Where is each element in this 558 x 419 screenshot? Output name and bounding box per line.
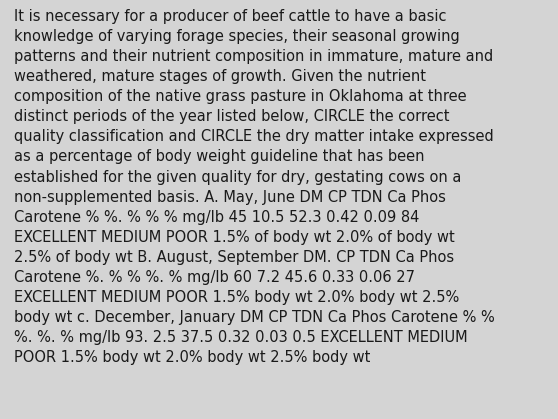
Text: It is necessary for a producer of beef cattle to have a basic
knowledge of varyi: It is necessary for a producer of beef c… — [14, 9, 495, 365]
